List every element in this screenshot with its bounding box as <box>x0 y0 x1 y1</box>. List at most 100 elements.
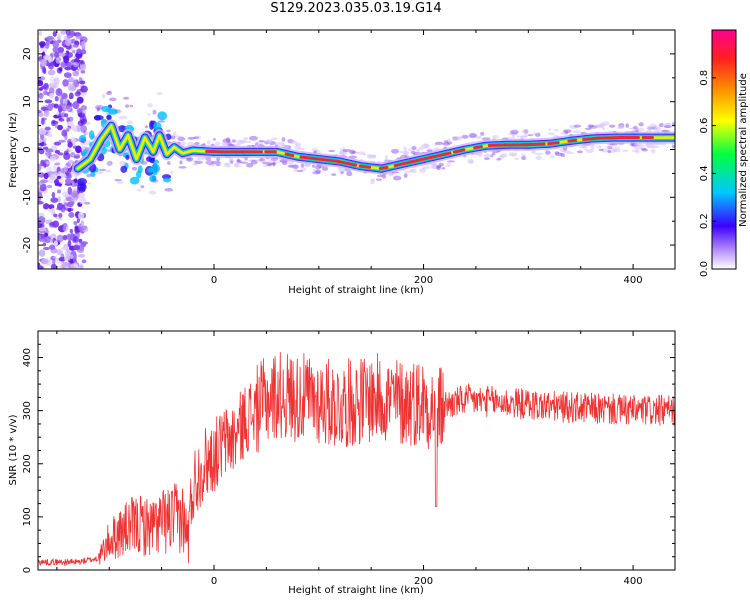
noise-speck <box>67 160 75 164</box>
track-core <box>582 136 601 141</box>
noise-speck <box>70 136 77 145</box>
noise-speck <box>69 228 74 234</box>
noise-speck <box>57 46 65 54</box>
noise-speck <box>468 133 477 138</box>
noise-speck <box>547 132 555 136</box>
noise-speck <box>118 125 127 133</box>
noise-speck <box>457 136 463 140</box>
noise-speck <box>38 30 42 36</box>
noise-speck <box>56 39 62 43</box>
noise-speck <box>370 179 375 185</box>
noise-speck <box>663 125 672 129</box>
noise-speck <box>178 166 187 169</box>
noise-speck <box>650 145 660 149</box>
track-core <box>429 151 452 159</box>
noise-speck <box>77 183 87 191</box>
noise-speck <box>443 140 449 144</box>
noise-speck <box>362 153 367 156</box>
y-tick-label: 100 <box>22 507 33 526</box>
noise-speck <box>553 128 559 132</box>
noise-speck <box>598 148 604 152</box>
noise-speck <box>137 165 143 174</box>
noise-speck <box>73 221 78 226</box>
snr-panel: 0 200 400 0 100 200 300 400 Height of straight … <box>8 330 676 596</box>
noise-speck <box>120 165 128 173</box>
noise-speck <box>44 126 51 131</box>
noise-speck <box>625 123 629 128</box>
noise-speck <box>125 155 130 160</box>
noise-speck <box>56 189 62 194</box>
noise-speck <box>521 128 529 134</box>
noise-speck <box>61 262 67 268</box>
noise-speck <box>410 150 416 155</box>
noise-speck <box>48 221 56 228</box>
noise-speck <box>74 153 81 158</box>
noise-speck <box>239 161 249 164</box>
noise-speck <box>77 211 85 220</box>
noise-speck <box>39 183 47 192</box>
noise-speck <box>635 127 645 132</box>
noise-speck <box>78 112 86 118</box>
track-core <box>299 155 318 161</box>
noise-speck <box>56 234 64 243</box>
noise-speck <box>43 90 48 96</box>
noise-speck <box>73 178 78 183</box>
noise-speck <box>98 168 107 172</box>
noise-speck <box>52 40 60 49</box>
noise-speck <box>515 135 524 138</box>
noise-speck <box>62 223 69 232</box>
noise-speck <box>46 35 55 41</box>
noise-speck <box>38 234 42 241</box>
noise-speck <box>304 163 311 167</box>
noise-speck <box>166 129 171 133</box>
noise-speck <box>436 164 442 168</box>
noise-speck <box>56 67 63 74</box>
noise-speck <box>179 141 187 146</box>
noise-speck <box>50 197 59 203</box>
noise-speck <box>42 146 49 150</box>
track-core <box>334 159 358 167</box>
noise-speck <box>58 213 63 218</box>
noise-speck <box>263 139 272 143</box>
noise-speck <box>80 70 86 74</box>
noise-speck <box>147 167 155 173</box>
noise-speck <box>243 136 249 141</box>
noise-speck <box>69 265 76 269</box>
noise-speck <box>77 193 86 198</box>
noise-speck <box>63 72 72 78</box>
noise-speck <box>80 40 86 49</box>
noise-speck <box>581 144 586 148</box>
noise-speck <box>48 87 55 95</box>
track-core <box>408 155 435 164</box>
noise-speck <box>403 151 408 156</box>
noise-speck <box>60 62 67 68</box>
track-core <box>473 145 483 150</box>
noise-speck <box>40 159 45 167</box>
snr-series-line <box>38 351 675 567</box>
noise-speck <box>156 92 163 96</box>
noise-speck <box>647 126 652 130</box>
noise-speck <box>545 150 551 155</box>
x-tick-label: 400 <box>624 576 643 587</box>
noise-speck <box>77 124 81 133</box>
noise-speck <box>510 129 519 135</box>
noise-speck <box>47 69 56 76</box>
noise-speck <box>672 122 675 126</box>
noise-speck <box>65 233 74 241</box>
noise-speck <box>153 122 162 131</box>
noise-speck <box>206 139 211 145</box>
noise-speck <box>63 165 68 173</box>
noise-speck <box>68 92 74 100</box>
noise-speck <box>266 163 272 167</box>
track-core <box>547 141 560 146</box>
colorbar-tick-label: 0.2 <box>699 213 710 229</box>
noise-speck <box>45 161 51 165</box>
noise-speck <box>101 105 112 113</box>
noise-speck <box>47 103 53 111</box>
noise-speck <box>59 177 65 184</box>
snr-xlabel: Height of straight line (km) <box>288 585 424 596</box>
noise-speck <box>170 170 174 175</box>
noise-speck <box>584 127 592 131</box>
noise-speck <box>384 155 389 160</box>
